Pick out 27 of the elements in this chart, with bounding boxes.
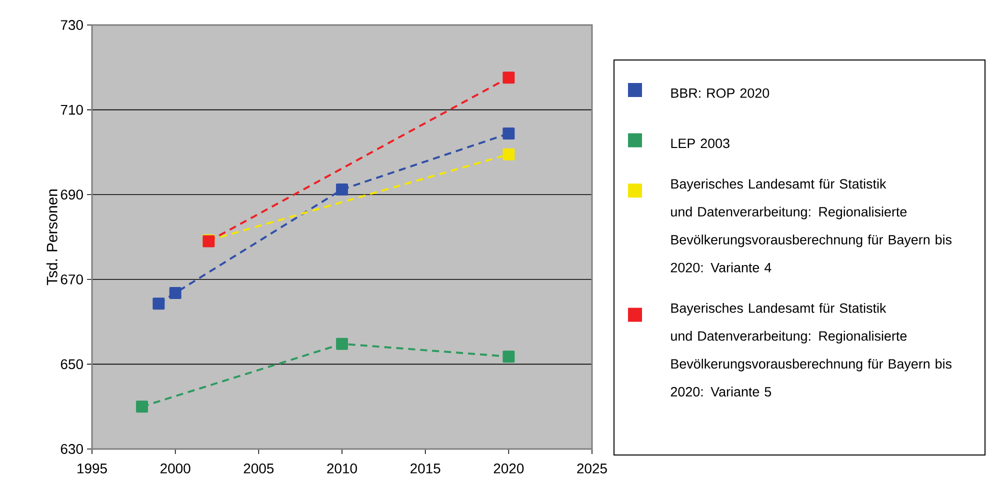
x-tick-label: 2020 bbox=[494, 464, 524, 474]
point bbox=[502, 128, 515, 140]
point bbox=[136, 400, 148, 413]
point bbox=[336, 184, 348, 196]
legend-label: LEP 2003 bbox=[671, 138, 730, 148]
y-tick-label: 730 bbox=[60, 20, 83, 30]
legend-label: Bayerisches Landesamt für Statistik und Datenverarbeitung: Regionalisierte Bevölkerungsvorausberechnung für Bayern bis 2020: Variante 5 bbox=[670, 302, 952, 397]
x-tick-label: 2000 bbox=[160, 464, 190, 474]
x-tick-label: 2010 bbox=[327, 464, 357, 474]
y-axis-title: Tsd. Personen bbox=[46, 190, 58, 286]
x-tick-label: 2005 bbox=[244, 464, 274, 474]
legend-label: BBR: ROP 2020 bbox=[671, 88, 770, 98]
y-tick-label: 670 bbox=[60, 274, 83, 284]
y-tick-label: 650 bbox=[60, 359, 83, 370]
point bbox=[336, 338, 348, 350]
point bbox=[152, 298, 165, 310]
x-tick-label: 2015 bbox=[410, 464, 440, 474]
point bbox=[502, 350, 515, 363]
x-tick-label: 2025 bbox=[577, 464, 607, 474]
point bbox=[502, 72, 515, 84]
legend-label: Bayerisches Landesamt für Statistik und Datenverarbeitung: Regionalisierte Bevölkerungsvorausberechnung für Bayern bis 2020: Variante 4 bbox=[670, 178, 952, 272]
y-tick-label: 630 bbox=[60, 444, 83, 454]
point bbox=[169, 286, 182, 299]
x-tick-label: 1995 bbox=[78, 464, 107, 474]
y-tick-label: 690 bbox=[60, 190, 83, 200]
point bbox=[502, 148, 515, 160]
y-tick-label: 710 bbox=[60, 104, 83, 115]
